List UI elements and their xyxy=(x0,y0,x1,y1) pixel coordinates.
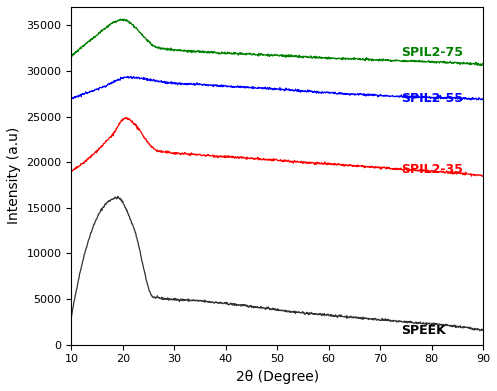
Text: SPIL2-75: SPIL2-75 xyxy=(401,46,463,59)
Text: SPIL2-55: SPIL2-55 xyxy=(401,92,463,105)
Y-axis label: Intensity (a.u): Intensity (a.u) xyxy=(7,127,21,224)
X-axis label: 2θ (Degree): 2θ (Degree) xyxy=(236,370,319,384)
Text: SPEEK: SPEEK xyxy=(401,324,445,337)
Text: SPIL2-35: SPIL2-35 xyxy=(401,163,463,176)
